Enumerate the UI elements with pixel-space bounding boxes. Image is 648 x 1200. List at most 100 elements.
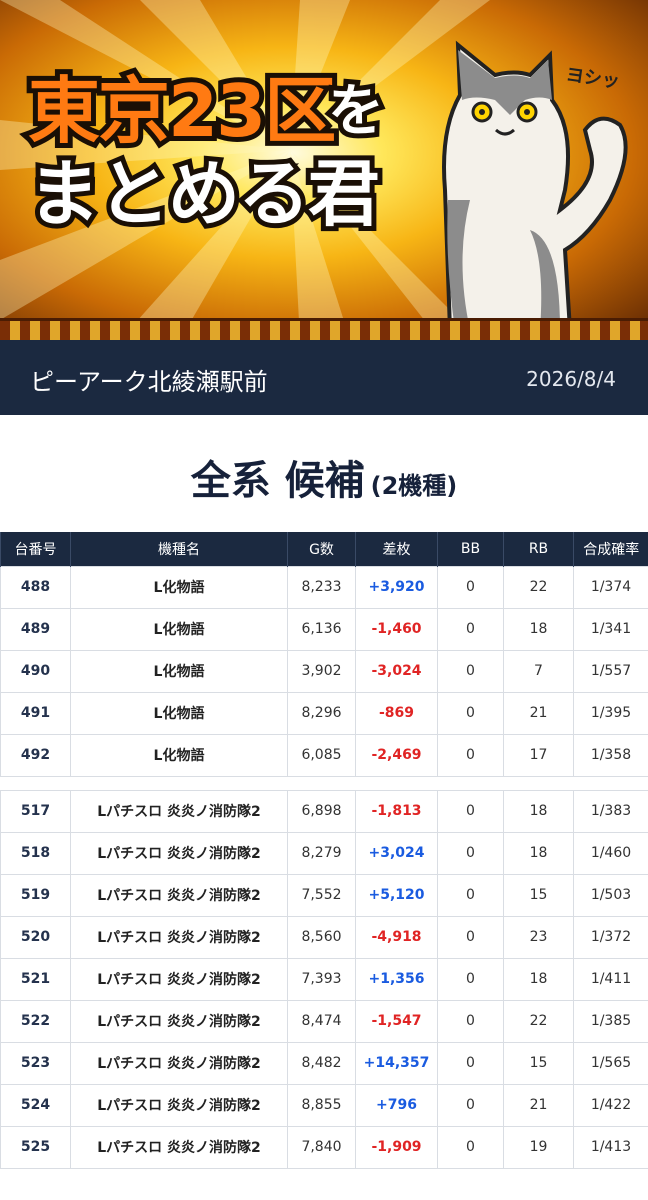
machine-number: 521 — [0, 957, 71, 1001]
ratio: 1/503 — [573, 873, 648, 917]
table-row: 525 Lパチスロ 炎炎ノ消防隊2 7,840 -1,909 0 19 1/413 — [0, 1125, 648, 1169]
ratio: 1/413 — [573, 1125, 648, 1169]
rb: 22 — [503, 565, 574, 609]
header-row: 台番号 機種名 G数 差枚 BB RB 合成確率 — [0, 532, 648, 566]
machine-number: 523 — [0, 1041, 71, 1085]
machine-name: Lパチスロ 炎炎ノ消防隊2 — [70, 873, 288, 917]
games: 6,085 — [287, 733, 356, 777]
table-row: 490 L化物語 3,902 -3,024 0 7 1/557 — [0, 649, 648, 693]
data-table: 台番号 機種名 G数 差枚 BB RB 合成確率 488 L化物語 8,233 +3,920 0 22… — [0, 532, 648, 1169]
ratio: 1/385 — [573, 999, 648, 1043]
machine-number: 518 — [0, 831, 71, 875]
rb: 21 — [503, 691, 574, 735]
machine-name: L化物語 — [70, 649, 288, 693]
column-header: RB — [503, 532, 574, 566]
games: 7,552 — [287, 873, 356, 917]
ratio: 1/358 — [573, 733, 648, 777]
rb: 18 — [503, 607, 574, 651]
table-row: 521 Lパチスロ 炎炎ノ消防隊2 7,393 +1,356 0 18 1/411 — [0, 957, 648, 1001]
diff: +3,920 — [355, 565, 438, 609]
banner-border — [0, 318, 648, 340]
bb: 0 — [437, 831, 504, 875]
machine-number: 524 — [0, 1083, 71, 1127]
diff: -3,024 — [355, 649, 438, 693]
diff: -1,909 — [355, 1125, 438, 1169]
games: 7,393 — [287, 957, 356, 1001]
machine-number: 517 — [0, 789, 71, 833]
bb: 0 — [437, 915, 504, 959]
bb: 0 — [437, 565, 504, 609]
machine-number: 488 — [0, 565, 71, 609]
column-header: 合成確率 — [573, 532, 648, 566]
diff: +3,024 — [355, 831, 438, 875]
bb: 0 — [437, 1041, 504, 1085]
table-row: 492 L化物語 6,085 -2,469 0 17 1/358 — [0, 733, 648, 777]
rb: 22 — [503, 999, 574, 1043]
games: 3,902 — [287, 649, 356, 693]
date: 2026/8/4 — [526, 367, 616, 391]
ratio: 1/374 — [573, 565, 648, 609]
store-bar: ピーアーク北綾瀬駅前 2026/8/4 — [0, 340, 648, 415]
games: 8,296 — [287, 691, 356, 735]
table-row: 519 Lパチスロ 炎炎ノ消防隊2 7,552 +5,120 0 15 1/503 — [0, 873, 648, 917]
machine-name: Lパチスロ 炎炎ノ消防隊2 — [70, 1041, 288, 1085]
machine-number: 491 — [0, 691, 71, 735]
banner-title: まとめる君 — [23, 147, 385, 241]
section-heading: 全系 候補 (2機種) — [0, 448, 648, 506]
machine-name: Lパチスロ 炎炎ノ消防隊2 — [70, 831, 288, 875]
column-header: 台番号 — [0, 532, 71, 566]
bb: 0 — [437, 789, 504, 833]
machine-name: Lパチスロ 炎炎ノ消防隊2 — [70, 1125, 288, 1169]
column-header: G数 — [287, 532, 356, 566]
machine-name: Lパチスロ 炎炎ノ消防隊2 — [70, 999, 288, 1043]
table-row: 489 L化物語 6,136 -1,460 0 18 1/341 — [0, 607, 648, 651]
rb: 17 — [503, 733, 574, 777]
games: 6,136 — [287, 607, 356, 651]
bb: 0 — [437, 691, 504, 735]
games: 8,482 — [287, 1041, 356, 1085]
games: 6,898 — [287, 789, 356, 833]
banner-art — [0, 0, 628, 340]
ratio: 1/422 — [573, 1083, 648, 1127]
store-name: ピーアーク北綾瀬駅前 — [30, 368, 268, 396]
column-header: 機種名 — [70, 532, 288, 566]
table-row: 522 Lパチスロ 炎炎ノ消防隊2 8,474 -1,547 0 22 1/385 — [0, 999, 648, 1043]
bb: 0 — [437, 873, 504, 917]
games: 8,233 — [287, 565, 356, 609]
diff: +14,357 — [355, 1041, 438, 1085]
ratio: 1/395 — [573, 691, 648, 735]
banner-title: を — [323, 74, 389, 149]
banner: 東京23区 を まとめる君 ヨシッ — [0, 0, 648, 340]
column-header: 差枚 — [355, 532, 438, 566]
bb: 0 — [437, 957, 504, 1001]
ratio: 1/372 — [573, 915, 648, 959]
diff: +796 — [355, 1083, 438, 1127]
machine-number: 522 — [0, 999, 71, 1043]
ratio: 1/460 — [573, 831, 648, 875]
machine-number: 525 — [0, 1125, 71, 1169]
diff: -1,460 — [355, 607, 438, 651]
bb: 0 — [437, 1083, 504, 1127]
games: 8,855 — [287, 1083, 356, 1127]
rb: 18 — [503, 789, 574, 833]
machine-name: Lパチスロ 炎炎ノ消防隊2 — [70, 789, 288, 833]
games: 7,840 — [287, 1125, 356, 1169]
rb: 15 — [503, 1041, 574, 1085]
ratio: 1/341 — [573, 607, 648, 651]
bb: 0 — [437, 607, 504, 651]
table-row: 518 Lパチスロ 炎炎ノ消防隊2 8,279 +3,024 0 18 1/460 — [0, 831, 648, 875]
section-count: (2機種) — [370, 472, 458, 500]
rb: 21 — [503, 1083, 574, 1127]
machine-name: Lパチスロ 炎炎ノ消防隊2 — [70, 915, 288, 959]
table-row: 520 Lパチスロ 炎炎ノ消防隊2 8,560 -4,918 0 23 1/372 — [0, 915, 648, 959]
diff: +5,120 — [355, 873, 438, 917]
bb: 0 — [437, 649, 504, 693]
games: 8,560 — [287, 915, 356, 959]
machine-name: L化物語 — [70, 733, 288, 777]
diff: -869 — [355, 691, 438, 735]
cat-illustration — [442, 40, 628, 332]
banner-title: 東京23区 — [23, 64, 341, 158]
rb: 19 — [503, 1125, 574, 1169]
ratio: 1/565 — [573, 1041, 648, 1085]
diff: -4,918 — [355, 915, 438, 959]
